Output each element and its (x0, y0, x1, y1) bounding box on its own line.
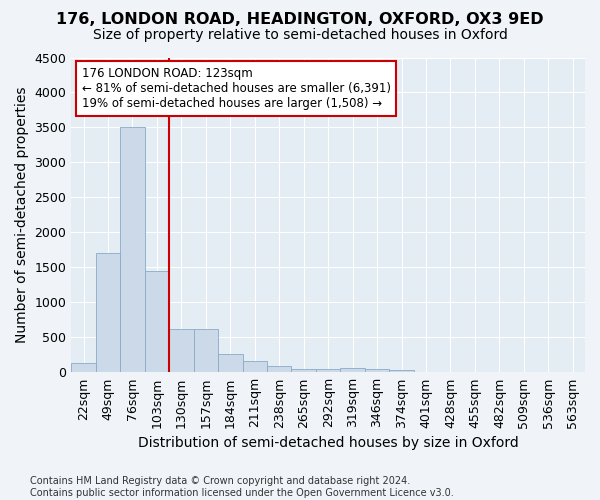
Text: Size of property relative to semi-detached houses in Oxford: Size of property relative to semi-detach… (92, 28, 508, 42)
Bar (120, 128, 145, 372)
Y-axis label: Number of semi-detached properties: Number of semi-detached properties (15, 86, 29, 343)
Bar (340, 368, 365, 372)
Bar (389, 370, 414, 372)
Bar (316, 369, 340, 372)
Bar (365, 369, 389, 372)
Bar (218, 354, 242, 372)
Bar (96, 254, 120, 372)
X-axis label: Distribution of semi-detached houses by size in Oxford: Distribution of semi-detached houses by … (138, 436, 518, 450)
Bar (292, 369, 316, 372)
Bar (242, 361, 267, 372)
Bar (145, 271, 169, 372)
Bar (194, 329, 218, 372)
Bar (169, 329, 194, 372)
Text: 176, LONDON ROAD, HEADINGTON, OXFORD, OX3 9ED: 176, LONDON ROAD, HEADINGTON, OXFORD, OX… (56, 12, 544, 28)
Text: 176 LONDON ROAD: 123sqm
← 81% of semi-detached houses are smaller (6,391)
19% of: 176 LONDON ROAD: 123sqm ← 81% of semi-de… (82, 67, 391, 110)
Bar (267, 366, 292, 372)
Text: Contains HM Land Registry data © Crown copyright and database right 2024.
Contai: Contains HM Land Registry data © Crown c… (30, 476, 454, 498)
Bar (71, 363, 96, 372)
